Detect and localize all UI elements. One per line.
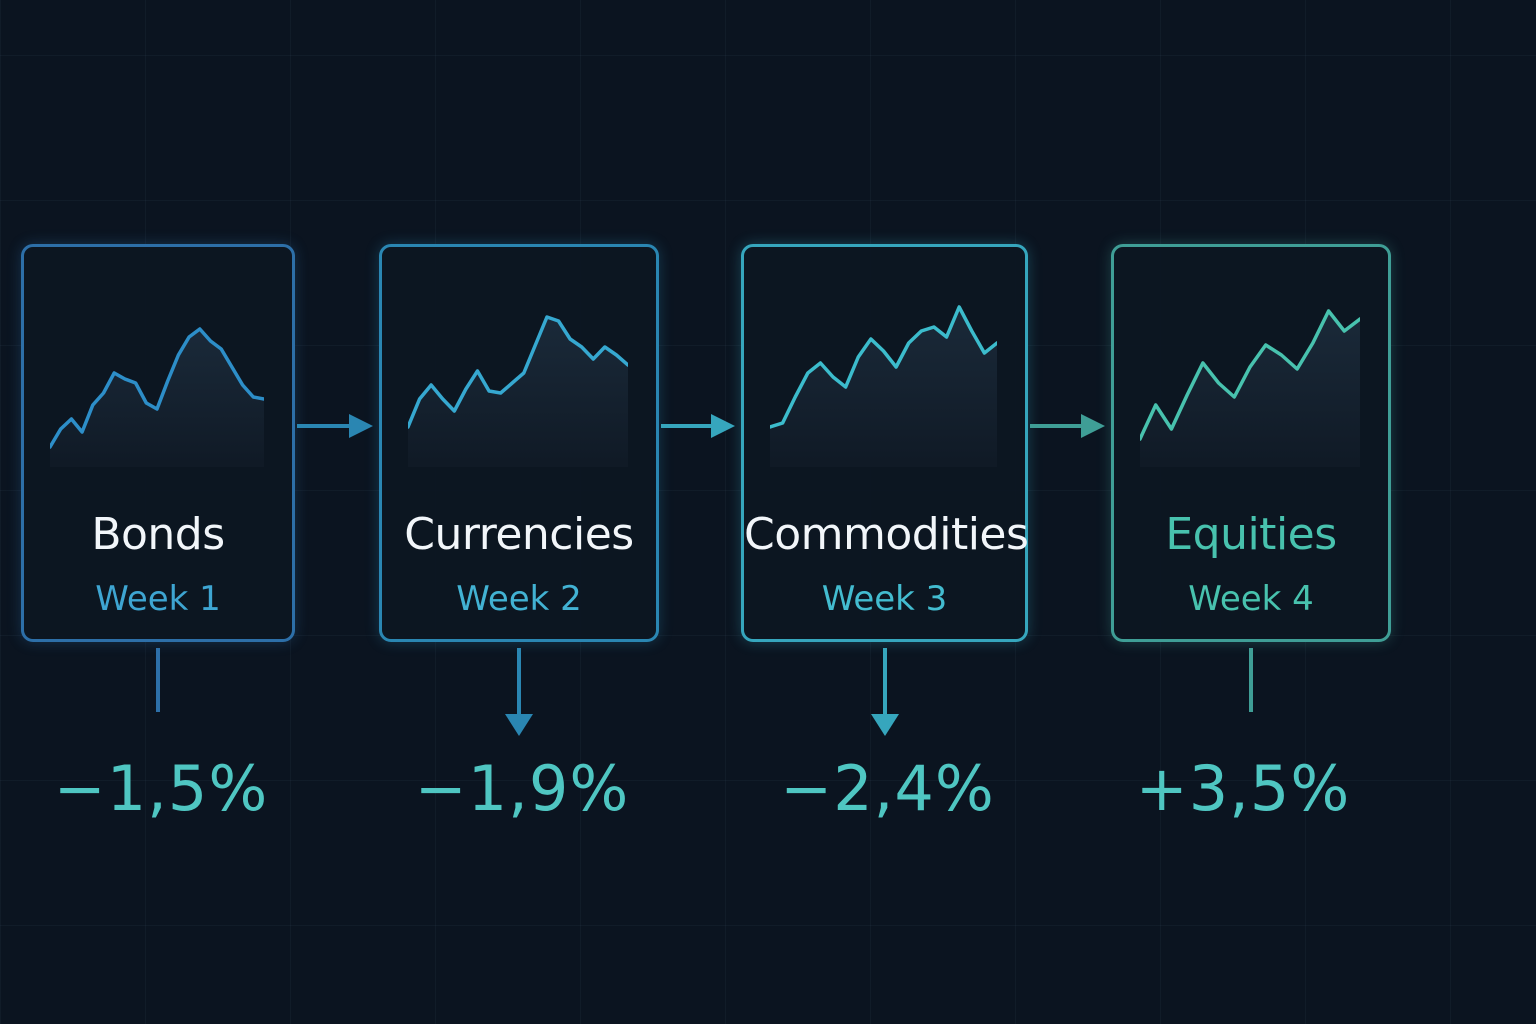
card-week-label: Week 3 — [821, 579, 948, 619]
sparkline-area — [1140, 311, 1360, 467]
asset-card-1[interactable]: Currencies Week 2 — [379, 244, 659, 642]
percent-change: −1,5% — [53, 752, 269, 825]
sparkline-line — [1140, 309, 1360, 441]
asset-card-2[interactable]: Commodities Week 3 — [741, 244, 1029, 642]
asset-card-0[interactable]: Bonds Week 1 — [21, 244, 295, 642]
down-arrow-icon — [870, 648, 899, 736]
card-week-label: Week 2 — [456, 579, 582, 619]
card-title: Equities — [1165, 509, 1337, 560]
connector-line — [1249, 648, 1253, 712]
percent-change: −2,4% — [780, 752, 995, 825]
sparkline-area — [50, 329, 264, 467]
card-week-label: Week 4 — [1188, 579, 1314, 619]
right-arrow-icon — [297, 414, 373, 438]
sparkline-chart — [50, 327, 264, 467]
sparkline-line — [50, 327, 264, 449]
sparkline-area — [770, 307, 997, 467]
connector-line — [156, 648, 160, 712]
sparkline-chart — [408, 315, 628, 467]
sparkline-area — [408, 317, 628, 467]
sparkline-line — [770, 305, 997, 429]
right-arrow-icon — [1030, 414, 1105, 438]
card-title: Commodities — [744, 509, 1029, 560]
sparkline-chart — [770, 305, 997, 467]
card-title: Bonds — [91, 509, 225, 560]
asset-card-3[interactable]: Equities Week 4 — [1111, 244, 1391, 642]
percent-change: +3,5% — [1135, 752, 1351, 825]
card-title: Currencies — [404, 509, 634, 560]
sparkline-chart — [1140, 309, 1360, 467]
card-week-label: Week 1 — [95, 579, 221, 619]
right-arrow-icon — [661, 414, 735, 438]
percent-change: −1,9% — [414, 752, 630, 825]
down-arrow-icon — [505, 648, 533, 736]
sparkline-line — [408, 315, 628, 429]
